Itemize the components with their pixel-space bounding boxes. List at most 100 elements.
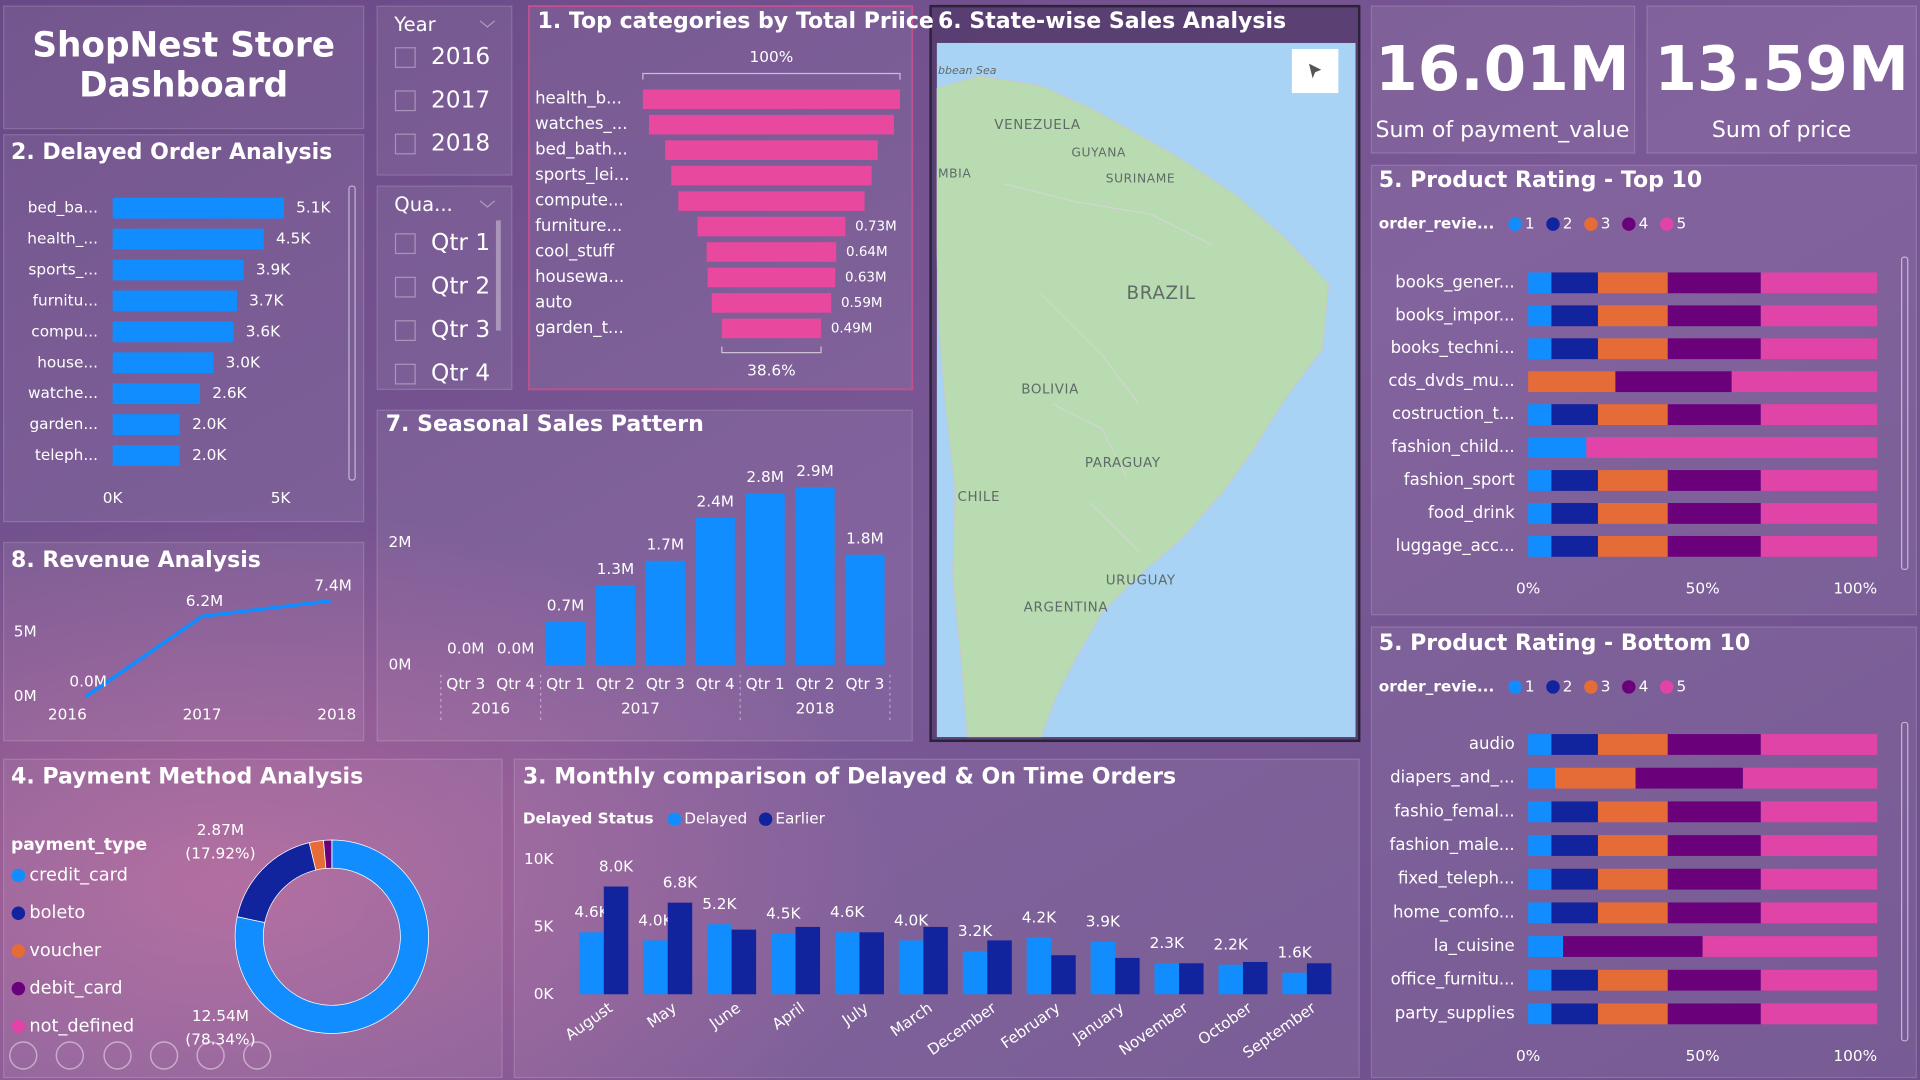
category-label: garden...: [29, 415, 98, 433]
slicer-chevron: [479, 20, 496, 28]
legend-label: boleto: [29, 903, 85, 923]
value-label: 3.9K: [1086, 913, 1121, 931]
funnel-bar: [706, 242, 837, 262]
legend-marker: [1584, 680, 1598, 694]
value-label-wrap: 12.54M (78.34%): [185, 1007, 255, 1049]
nav-back[interactable]: [9, 1041, 38, 1070]
bar-segment: [1760, 305, 1878, 327]
category-label: watche...: [28, 384, 98, 402]
y-tick-label: 5K: [534, 917, 555, 935]
slicer-option[interactable]: 2017: [431, 86, 490, 113]
legend-label: voucher: [29, 941, 102, 961]
bar-segment: [1528, 272, 1552, 294]
slicer-checkbox[interactable]: [394, 276, 416, 298]
bar: [1154, 963, 1180, 995]
x-tick-label: 100%: [1833, 1047, 1877, 1065]
y-tick-label: 0M: [388, 655, 411, 673]
value-label: 3.2K: [958, 922, 993, 940]
x-tick-label: Qtr 1: [746, 675, 785, 693]
slicer-option[interactable]: Qtr 4: [431, 360, 490, 387]
bar: [834, 932, 860, 995]
slicer-checkbox[interactable]: [394, 90, 416, 112]
cursor-icon: [1308, 63, 1322, 79]
x-group-label: 2017: [621, 699, 660, 717]
slicer-checkbox[interactable]: [394, 233, 416, 255]
nav-focus[interactable]: [149, 1041, 179, 1070]
x-tick-label: 100%: [1833, 579, 1877, 597]
value-label: 0.49M: [831, 321, 873, 336]
bar: [962, 951, 988, 995]
bar-segment: [1760, 801, 1878, 823]
value-label: 5.1K: [296, 199, 331, 217]
legend-label: 5: [1676, 677, 1686, 695]
legend-label: 2: [1563, 677, 1573, 695]
funnel-bar: [642, 89, 900, 109]
map-label: SURINAME: [1106, 171, 1176, 185]
category-label: audio: [1469, 734, 1515, 753]
bar-segment: [1702, 936, 1878, 957]
bar-segment: [1551, 470, 1598, 491]
category-label: housewa...: [535, 267, 624, 286]
nav-search[interactable]: [196, 1041, 225, 1070]
bar-segment: [1528, 734, 1552, 755]
legend-label: Earlier: [775, 810, 825, 828]
category-label: food_drink: [1428, 503, 1515, 523]
slicer-option[interactable]: Qtr 3: [431, 316, 490, 343]
value-label: 0.0M: [447, 639, 485, 657]
bar-segment: [1597, 338, 1668, 360]
bar: [603, 886, 629, 995]
legend-label: not_defined: [29, 1016, 134, 1036]
bar-segment: [1551, 338, 1598, 360]
bar: [923, 926, 948, 995]
category-label: home_comfo...: [1393, 902, 1515, 922]
category-label: compu...: [31, 322, 98, 340]
category-label: la_cuisine: [1434, 936, 1515, 956]
slicer-option[interactable]: Qtr 1: [431, 229, 490, 256]
bar: [859, 932, 884, 995]
bar: [112, 228, 264, 250]
land: [936, 75, 1330, 738]
legend-marker: [1659, 680, 1674, 694]
category-label: fashion_sport: [1404, 470, 1515, 490]
legend-label: 1: [1525, 677, 1535, 695]
slicer-option[interactable]: 2018: [431, 130, 490, 157]
slicer-option[interactable]: 2016: [431, 43, 490, 70]
bar-segment: [1742, 767, 1878, 789]
bar-segment: [1667, 734, 1761, 755]
category-label: house...: [37, 353, 98, 371]
value-label: 1.6K: [1277, 944, 1312, 962]
nav-more[interactable]: [242, 1041, 272, 1070]
chart-panel: [513, 758, 1360, 1079]
slicer-checkbox[interactable]: [394, 363, 416, 385]
category-label: fashio_femal...: [1394, 801, 1514, 821]
bar-segment: [1563, 936, 1703, 957]
category-label: garden_t...: [535, 318, 624, 338]
value-label: 2.3K: [1150, 934, 1185, 952]
slicer-checkbox[interactable]: [394, 320, 416, 342]
y-tick-label: 0K: [534, 985, 555, 1003]
slicer-checkbox[interactable]: [394, 133, 416, 155]
nav-forward[interactable]: [55, 1041, 84, 1070]
line: [84, 598, 331, 699]
dashboard-title: ShopNest Store Dashboard: [32, 24, 336, 106]
legend-label: 1: [1525, 215, 1535, 233]
funnel-bar: [707, 267, 836, 288]
map-label: BRAZIL: [1127, 283, 1196, 304]
legend-marker: [1659, 217, 1674, 231]
bar-segment: [1760, 503, 1878, 524]
bar-segment: [1551, 503, 1598, 524]
value-label: 1.7M: [647, 535, 685, 553]
y-tick-label: 0M: [14, 687, 37, 705]
slicer-option[interactable]: Qtr 2: [431, 273, 490, 300]
chart-title: 8. Revenue Analysis: [11, 548, 261, 573]
legend-marker: [11, 1019, 26, 1034]
legend-marker: [1546, 217, 1560, 231]
bar-segment: [1597, 835, 1668, 856]
bar: [898, 940, 924, 995]
slicer-checkbox[interactable]: [394, 47, 416, 68]
nav-edit[interactable]: [103, 1041, 132, 1070]
bar: [1306, 963, 1332, 995]
bar-segment: [1667, 272, 1761, 294]
bar: [1026, 937, 1052, 995]
